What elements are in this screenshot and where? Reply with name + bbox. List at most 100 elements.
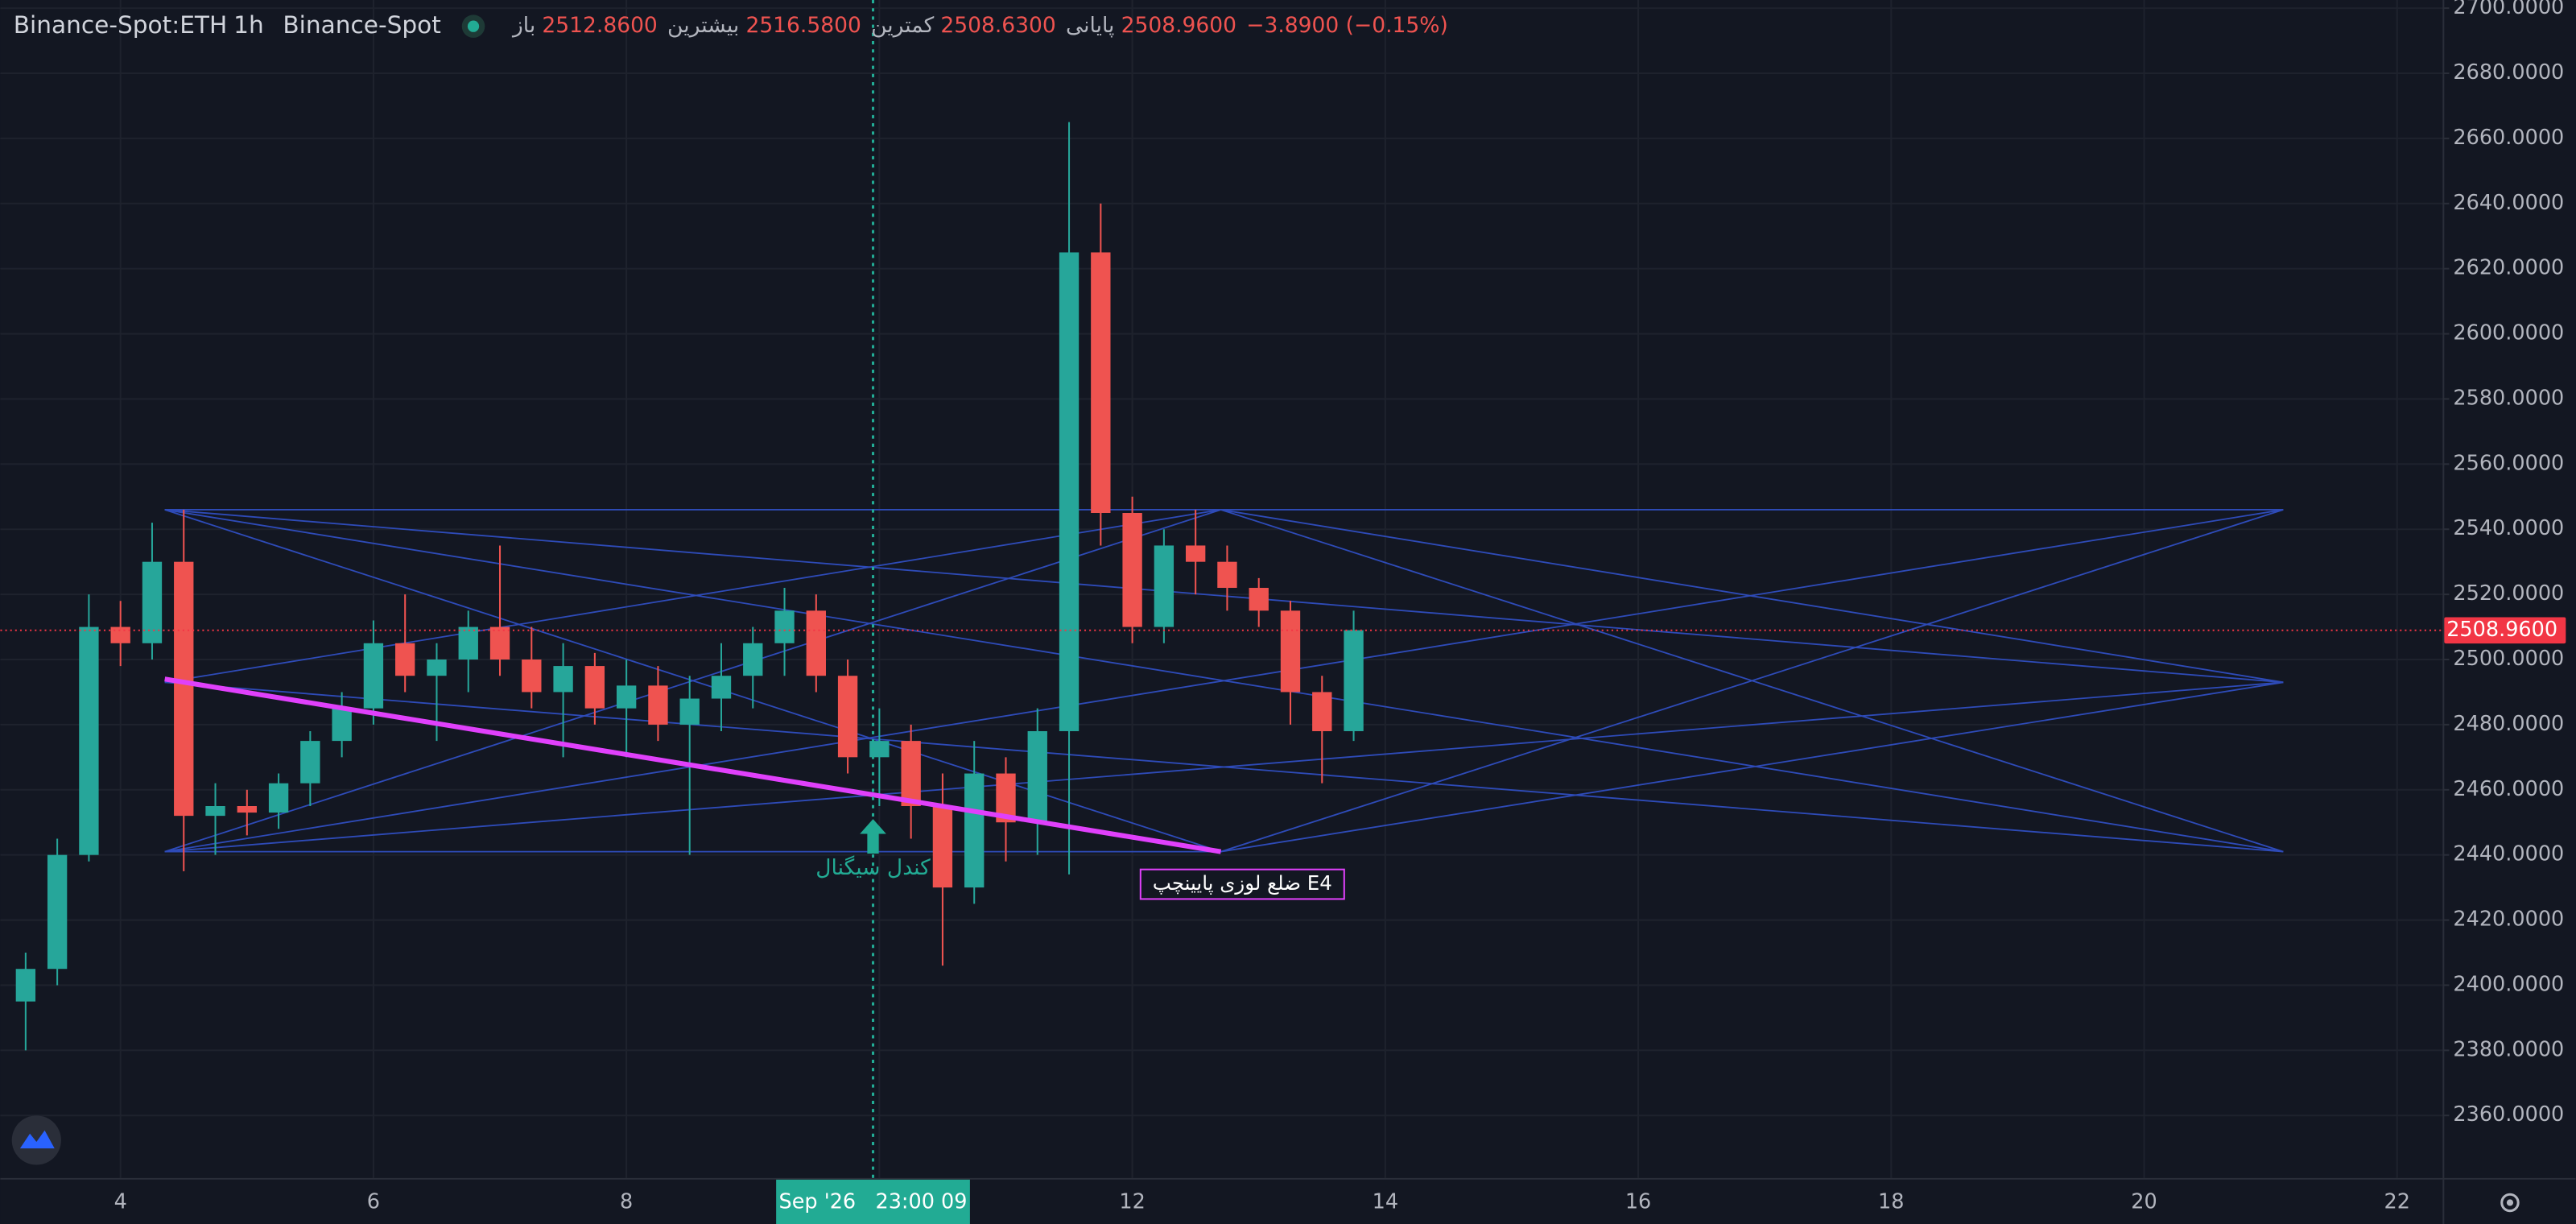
signal-text: کندل سیگنال	[815, 855, 931, 880]
ohlc-value: 2508.9600	[1121, 13, 1236, 38]
y-tick-label: 2440.0000	[2453, 842, 2564, 866]
candle-body	[1217, 561, 1237, 589]
signal-arrow	[860, 819, 886, 854]
exchange: Binance-Spot	[283, 11, 441, 39]
settings-icon[interactable]	[2500, 1193, 2520, 1213]
y-tick-label: 2660.0000	[2453, 126, 2564, 150]
y-tick-label: 2640.0000	[2453, 191, 2564, 215]
y-tick-label: 2380.0000	[2453, 1037, 2564, 1061]
pattern-line	[164, 509, 1221, 684]
candle-body	[1185, 545, 1206, 562]
candle-body	[110, 626, 130, 643]
candle-body	[47, 854, 68, 970]
y-tick-label: 2600.0000	[2453, 321, 2564, 345]
symbol: Binance-Spot:ETH	[14, 11, 227, 39]
interval: 1h	[233, 11, 264, 39]
last-price-box	[2444, 617, 2566, 644]
y-tick-label: 2400.0000	[2453, 972, 2564, 996]
candle-body	[1344, 630, 1364, 731]
candle-body	[489, 626, 510, 660]
ohlc-label: پایانی	[1066, 13, 1114, 38]
candle-body	[458, 626, 478, 660]
candle-body	[15, 969, 36, 1002]
ohlc-label: کمترین	[871, 13, 935, 38]
y-tick-label: 2540.0000	[2453, 516, 2564, 540]
y-tick-label: 2560.0000	[2453, 451, 2564, 475]
candle-body	[584, 666, 605, 709]
ohlc-label: باز	[511, 13, 535, 38]
candle-body	[1059, 252, 1080, 731]
y-tick-label: 2580.0000	[2453, 386, 2564, 410]
candle-body	[837, 676, 858, 758]
y-tick-label: 2420.0000	[2453, 908, 2564, 932]
candle-body	[553, 666, 573, 693]
pattern-line	[164, 509, 2284, 684]
candle-body	[300, 741, 320, 784]
candles	[15, 122, 1364, 1051]
ohlc-label: بیشترین	[667, 13, 739, 38]
x-tick-label: 4	[114, 1189, 127, 1214]
axes: 2360.0000 2380.0000 2400.0000 2420.0000 2440…	[114, 0, 2566, 1224]
candle-body	[332, 708, 352, 742]
y-tick-label: 2360.0000	[2453, 1102, 2564, 1127]
status-dot-inner	[467, 20, 480, 32]
candle-body	[427, 659, 447, 676]
ohlc-value: 2516.5800	[745, 13, 861, 38]
y-tick-label: 2500.0000	[2453, 647, 2564, 671]
x-tick-label: 20	[2131, 1189, 2157, 1214]
y-tick-label: 2620.0000	[2453, 256, 2564, 280]
trendline	[164, 676, 1222, 854]
candle-body	[932, 805, 953, 888]
crosshair-box	[776, 1179, 970, 1224]
candle-body	[1154, 545, 1174, 627]
gear-hub[interactable]	[2506, 1199, 2514, 1206]
drawings	[164, 509, 2284, 853]
pattern-line	[1220, 509, 2284, 684]
ohlc-value: 2508.6300	[940, 13, 1055, 38]
pattern-line	[1220, 681, 2284, 853]
candle-body	[806, 610, 826, 676]
y-tick-label: 2480.0000	[2453, 712, 2564, 736]
pattern-line	[164, 509, 2284, 853]
candle-body	[743, 643, 763, 676]
x-tick-label: 8	[620, 1189, 633, 1214]
candle-body	[268, 783, 289, 813]
candle-body	[237, 805, 257, 813]
pattern-line	[164, 509, 1221, 853]
logo-circle[interactable]	[11, 1115, 61, 1165]
header: Binance-Spot:ETH 1h Binance-Spot باز 2512.86…	[14, 11, 1448, 39]
x-tick-label: 14	[1373, 1189, 1398, 1214]
candle-body	[79, 626, 99, 855]
candle-body	[869, 741, 890, 758]
candle-body	[648, 685, 668, 725]
y-tick-label: 2520.0000	[2453, 581, 2564, 606]
logo-icon[interactable]	[19, 1130, 55, 1149]
candle-body	[1249, 588, 1269, 611]
candle-body	[174, 561, 194, 817]
candle-body	[1091, 252, 1111, 513]
candle-body	[964, 773, 985, 888]
candle-body	[774, 610, 795, 643]
y-tick-label: 2700.0000	[2453, 0, 2564, 19]
y-tick-label: 2460.0000	[2453, 777, 2564, 801]
candle-body	[395, 643, 415, 676]
candle-body	[901, 741, 921, 806]
logo[interactable]	[11, 1115, 61, 1165]
candle-body	[616, 685, 637, 709]
candle-body	[1027, 730, 1047, 823]
change: −3.8900 (−0.15%)	[1246, 13, 1448, 38]
last-price-label: 2508.9600	[2446, 618, 2557, 642]
candle-body	[205, 805, 225, 817]
x-tick-label: 16	[1625, 1189, 1651, 1214]
label-box	[1139, 868, 1345, 900]
candle-body	[363, 643, 384, 709]
candle-body	[1280, 610, 1301, 693]
x-tick-label: 22	[2384, 1189, 2410, 1214]
candle-body	[522, 659, 542, 693]
pattern-line	[1220, 509, 2284, 853]
gear[interactable]	[2500, 1193, 2520, 1213]
overlays: کندل سیگنال ضلع لوزی پایینچپ E4	[0, 0, 2443, 1178]
candle-body	[679, 698, 700, 725]
